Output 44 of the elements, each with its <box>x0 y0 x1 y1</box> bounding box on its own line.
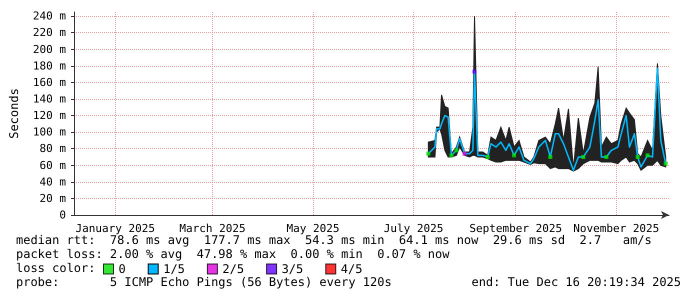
y-tick-label: 0 <box>59 208 66 222</box>
point <box>512 153 516 158</box>
text: end: Tue Dec 16 20:19:34 2025 <box>471 275 681 289</box>
y-tick-label: 40 m <box>40 175 66 188</box>
legend-label: 1/5 <box>163 262 185 276</box>
legend-label: 0 <box>118 262 126 276</box>
point <box>454 148 458 152</box>
point <box>426 152 430 156</box>
x-tick-label: January 2025 <box>75 222 155 235</box>
y-tick-label: 20 m <box>40 192 66 205</box>
point <box>472 70 477 74</box>
point <box>548 155 552 159</box>
point <box>646 153 650 158</box>
point <box>581 155 586 159</box>
y-tick-label: 200 m <box>32 42 66 56</box>
point <box>604 155 608 159</box>
x-tick-label: March 2025 <box>179 222 246 235</box>
line-series <box>428 68 666 172</box>
legend-label: 3/5 <box>282 262 304 276</box>
x-tick-label: September 2025 <box>469 222 562 235</box>
y-tick-label: 80 m <box>40 142 66 156</box>
point <box>486 155 490 159</box>
y-tick-label: 120 m <box>32 109 66 122</box>
y-tick-label: 140 m <box>32 92 66 106</box>
y-tick-label: 220 m <box>32 26 66 40</box>
y-tick-label: 100 m <box>32 126 66 139</box>
text: probe: 5 ICMP Echo Pings (56 Bytes) every 120s <box>16 275 392 289</box>
y-tick-label: 60 m <box>40 158 66 172</box>
legend-label: 4/5 <box>340 262 362 276</box>
legend-label: 2/5 <box>222 262 244 276</box>
legend-title: loss color: <box>16 261 96 275</box>
point <box>462 152 467 156</box>
text: packet loss: 2.00 % avg 47.98 % max 0.00 % min 0.07 % now <box>16 247 450 261</box>
y-tick-label: 240 m <box>32 10 66 23</box>
point <box>664 162 668 166</box>
x-tick-label: May 2025 <box>286 222 340 235</box>
text: median rtt: 78.6 ms avg 177.7 ms max 54.3 ms min 64.1 ms now 29.6 ms sd 2.7 am/s <box>16 233 652 247</box>
y-axis-title: Seconds <box>7 88 21 139</box>
x-tick-label: July 2025 <box>384 222 444 235</box>
y-tick-label: 160 m <box>32 76 66 89</box>
x-tick-label: November 2025 <box>573 222 660 235</box>
point <box>636 155 640 159</box>
y-tick-label: 180 m <box>32 59 66 72</box>
point <box>449 153 454 158</box>
